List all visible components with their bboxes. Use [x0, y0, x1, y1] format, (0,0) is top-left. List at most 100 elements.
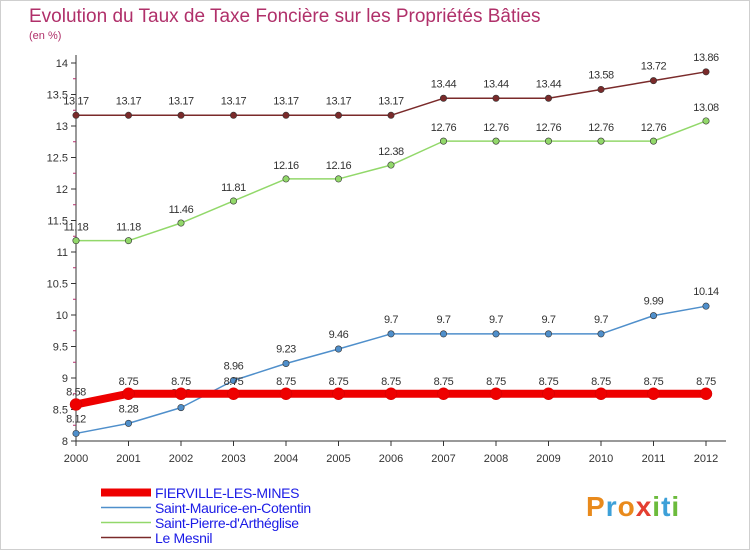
data-label-1: 8.96 [224, 361, 244, 373]
data-label-1: 9.7 [436, 314, 450, 326]
data-point-3 [702, 68, 710, 76]
data-point-2 [125, 237, 133, 245]
x-tick-label: 2001 [116, 453, 140, 465]
legend-label-saint-maurice: Saint-Maurice-en-Cotentin [155, 499, 311, 516]
data-point-0 [174, 387, 188, 400]
x-tick-label: 2006 [379, 453, 403, 465]
data-point-1 [597, 330, 605, 338]
data-label-0: 8.58 [66, 386, 86, 398]
data-point-1 [177, 404, 185, 412]
data-label-1: 9.46 [329, 329, 349, 341]
legend-label-le-mesnil: Le Mesnil [155, 529, 213, 546]
data-point-2 [702, 117, 710, 125]
data-label-3: 13.44 [483, 78, 509, 90]
legend-item-fierville: FIERVILLE-LES-MINES [101, 484, 311, 501]
data-label-1: 9.7 [489, 314, 503, 326]
data-point-0 [437, 387, 450, 400]
y-tick-label: 9 [62, 373, 68, 385]
legend-label-fierville: FIERVILLE-LES-MINES [155, 484, 300, 501]
y-tick-label: 11 [57, 247, 68, 259]
data-label-1: 9.7 [594, 314, 608, 326]
data-point-3 [597, 85, 605, 93]
data-label-3: 13.17 [221, 95, 247, 107]
data-label-2: 12.76 [641, 122, 667, 134]
y-tick-label: 8 [62, 436, 68, 448]
y-tick-label: 10.5 [47, 279, 68, 291]
legend-item-saint-maurice: Saint-Maurice-en-Cotentin [101, 499, 311, 516]
data-label-1: 9.99 [644, 296, 664, 308]
data-label-1: 8.28 [119, 403, 139, 415]
data-point-3 [230, 111, 238, 119]
data-point-2 [72, 237, 80, 245]
data-point-3 [649, 77, 657, 85]
legend-item-le-mesnil: Le Mesnil [101, 529, 311, 546]
y-tick-label: 13 [56, 121, 68, 133]
data-point-3 [125, 111, 133, 119]
data-label-2: 11.46 [169, 204, 194, 216]
legend-swatch-saint-maurice [101, 506, 151, 509]
data-label-0: 8.75 [644, 376, 664, 388]
y-tick-label: 11.5 [47, 216, 68, 228]
unit-label: (en %) [29, 30, 62, 42]
legend: FIERVILLE-LES-MINES Saint-Maurice-en-Cot… [101, 484, 311, 546]
data-point-2 [334, 175, 342, 183]
x-tick-label: 2002 [169, 453, 193, 465]
data-point-1 [702, 302, 710, 310]
data-point-0 [69, 398, 83, 411]
data-point-1 [230, 377, 238, 385]
data-label-0: 8.75 [381, 376, 401, 388]
data-label-1: 10.14 [693, 286, 719, 298]
data-point-3 [544, 94, 552, 102]
data-point-3 [177, 111, 185, 119]
data-point-2 [492, 137, 500, 145]
data-point-2 [282, 175, 290, 183]
data-point-3 [439, 94, 447, 102]
data-point-0 [279, 387, 293, 400]
data-label-2: 12.76 [588, 122, 614, 134]
data-point-0 [489, 387, 503, 400]
series-line-2 [76, 120, 707, 242]
data-point-0 [122, 387, 135, 400]
data-point-0 [542, 387, 555, 400]
y-tick-label: 10 [56, 310, 68, 322]
data-point-0 [227, 387, 240, 400]
data-label-1: 9.7 [541, 314, 555, 326]
data-label-2: 11.81 [221, 182, 246, 194]
data-label-0: 8.75 [591, 376, 611, 388]
data-label-0: 8.75 [486, 376, 506, 388]
x-tick-label: 2010 [589, 453, 613, 465]
data-point-0 [384, 387, 398, 400]
data-label-3: 13.58 [588, 69, 614, 81]
data-point-2 [230, 197, 238, 205]
data-label-2: 12.16 [273, 160, 299, 172]
x-tick-label: 2000 [64, 453, 88, 465]
data-label-0: 8.75 [329, 376, 349, 388]
data-point-3 [334, 111, 342, 119]
data-label-2: 12.76 [431, 122, 457, 134]
data-point-2 [177, 219, 185, 227]
data-label-3: 13.17 [168, 95, 194, 107]
x-tick-label: 2011 [642, 453, 666, 465]
x-tick-label: 2004 [274, 453, 298, 465]
data-label-1: 9.7 [384, 314, 398, 326]
legend-swatch-fierville [101, 488, 151, 497]
data-point-0 [647, 387, 660, 400]
data-point-3 [387, 111, 395, 119]
legend-swatch-le-mesnil [101, 536, 151, 539]
data-label-3: 13.72 [641, 61, 667, 73]
x-tick-label: 2012 [694, 453, 718, 465]
data-label-2: 13.08 [693, 102, 719, 114]
legend-item-saint-pierre: Saint-Pierre-d'Arthéglise [101, 515, 311, 531]
data-point-1 [649, 312, 657, 320]
data-point-1 [334, 345, 342, 353]
data-point-0 [332, 387, 345, 400]
data-label-2: 12.16 [326, 160, 352, 172]
x-tick-label: 2007 [431, 453, 455, 465]
y-tick-label: 8.5 [53, 405, 68, 417]
data-label-0: 8.75 [276, 376, 296, 388]
data-label-0: 8.75 [171, 376, 191, 388]
data-label-3: 13.17 [326, 95, 352, 107]
y-tick-label: 14 [56, 58, 68, 70]
